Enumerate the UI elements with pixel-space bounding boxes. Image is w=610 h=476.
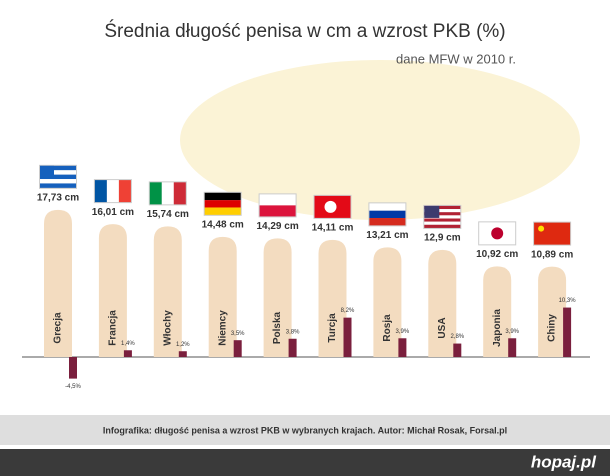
gdp-label: 3,8% <box>286 329 300 335</box>
watermark: hopaj.pl <box>531 452 597 471</box>
gdp-bar <box>69 357 77 379</box>
category-label: USA <box>437 317 448 338</box>
length-shape <box>373 247 402 357</box>
length-label: 17,73 cm <box>37 192 79 203</box>
chart-title: Średnia długość penisa w cm a wzrost PKB… <box>104 20 505 42</box>
flag-stripe <box>149 182 162 205</box>
length-shape <box>263 238 292 357</box>
length-shape <box>428 249 457 357</box>
gdp-label: 1,4% <box>121 341 135 347</box>
gdp-bar <box>178 351 187 357</box>
gdp-label: 3,9% <box>396 329 410 335</box>
flag-stripe <box>424 205 461 210</box>
length-label: 14,29 cm <box>256 221 298 232</box>
flag-stripe <box>40 179 76 184</box>
flag-stripe <box>40 170 76 175</box>
flag-stripe <box>259 194 296 206</box>
flag-star <box>538 225 545 232</box>
flag-stripe <box>118 180 131 203</box>
gdp-bar <box>343 317 352 357</box>
category-label: Chiny <box>547 314 558 342</box>
flag-moon <box>324 200 337 213</box>
gdp-bar <box>123 350 132 357</box>
length-label: 10,92 cm <box>476 249 518 260</box>
flag-stripe <box>369 210 406 219</box>
category-label: Rosja <box>382 314 393 342</box>
flag-stripe <box>204 192 241 201</box>
flag-stripe <box>369 218 406 226</box>
gdp-bar <box>563 307 572 357</box>
gdp-label: -4,5% <box>65 384 81 390</box>
flag-stripe <box>173 182 186 205</box>
gdp-label: 3,5% <box>231 331 245 337</box>
flag-stripe <box>424 209 461 213</box>
length-shape <box>538 266 567 357</box>
flag-stripe <box>40 183 76 188</box>
length-label: 16,01 cm <box>92 207 134 218</box>
length-shape <box>153 226 182 357</box>
gdp-bar <box>453 343 462 357</box>
gdp-label: 2,8% <box>450 334 464 340</box>
flag-stripe <box>534 222 571 245</box>
category-label: Japonia <box>492 309 503 347</box>
length-label: 13,21 cm <box>366 230 408 241</box>
length-label: 15,74 cm <box>147 209 189 220</box>
flag-stripe <box>161 182 174 205</box>
flag-stripe <box>259 205 296 217</box>
flag-stripe <box>106 180 119 203</box>
flag-stripe <box>94 180 107 203</box>
length-shape <box>44 209 72 357</box>
flag-stripe <box>424 215 461 219</box>
footer: Infografika: długość penisa a wzrost PKB… <box>103 425 507 435</box>
length-label: 14,48 cm <box>202 219 244 230</box>
flag-stripe <box>40 174 76 180</box>
flag-sun <box>491 227 504 240</box>
length-shape <box>318 239 347 357</box>
flag-stripe <box>424 224 461 228</box>
flag-stripe <box>204 200 241 208</box>
flag-stripe <box>40 165 76 171</box>
chart-subtitle: dane MFW w 2010 r. <box>396 51 516 66</box>
length-shape <box>483 266 512 357</box>
footer-band <box>0 415 610 445</box>
length-shape <box>208 236 237 357</box>
gdp-bar <box>398 338 407 357</box>
gdp-label: 3,9% <box>505 329 519 335</box>
background-tape <box>180 60 580 220</box>
category-label: Włochy <box>162 310 173 346</box>
length-label: 10,89 cm <box>531 249 573 260</box>
flag-stripe <box>369 203 406 211</box>
length-shape <box>98 224 127 357</box>
gdp-bar <box>233 340 242 357</box>
gdp-bar <box>288 338 297 357</box>
flag-stripe <box>204 207 241 215</box>
flag-canton <box>40 165 54 178</box>
flag-stripe <box>424 212 461 216</box>
category-label: Grecja <box>53 312 64 344</box>
flag-canton <box>424 205 440 218</box>
gdp-label: 1,2% <box>176 342 190 348</box>
category-label: Francja <box>108 310 119 346</box>
gdp-label: 10,3% <box>559 298 577 304</box>
watermark-band <box>0 449 610 476</box>
flag-stripe <box>424 221 461 225</box>
length-label: 14,11 cm <box>312 223 354 234</box>
length-label: 12,9 cm <box>424 233 461 244</box>
category-label: Polska <box>272 311 283 344</box>
flag-stripe <box>424 218 461 222</box>
category-label: Niemcy <box>217 310 228 346</box>
gdp-label: 8,2% <box>341 308 355 314</box>
gdp-bar <box>508 338 517 357</box>
category-label: Turcja <box>327 313 338 343</box>
